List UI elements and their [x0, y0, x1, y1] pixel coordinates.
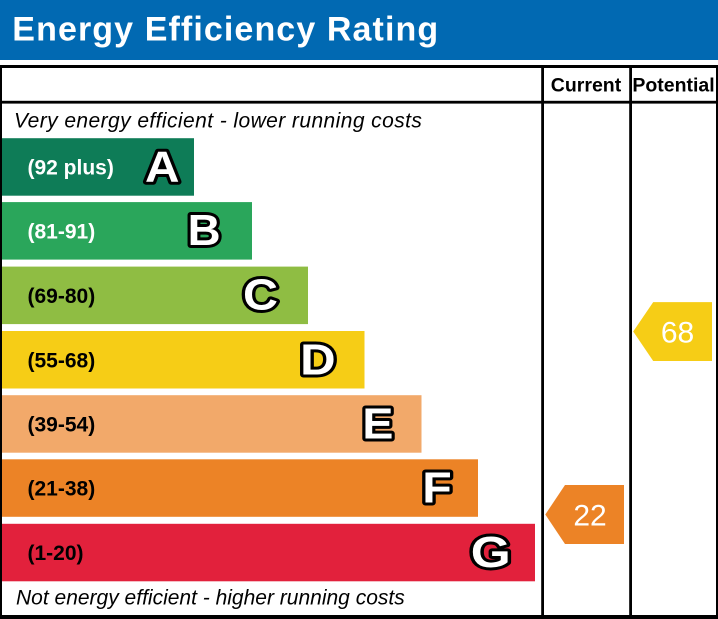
svg-text:22: 22	[573, 500, 606, 533]
svg-text:(1-20): (1-20)	[28, 542, 84, 565]
svg-text:(21-38): (21-38)	[28, 478, 96, 501]
svg-text:A: A	[145, 143, 180, 191]
svg-text:(81-91): (81-91)	[28, 221, 96, 244]
svg-text:(69-80): (69-80)	[28, 285, 96, 308]
svg-text:Potential: Potential	[632, 75, 714, 97]
svg-text:E: E	[362, 401, 393, 449]
svg-text:D: D	[300, 337, 336, 385]
svg-text:G: G	[471, 529, 511, 577]
svg-text:B: B	[188, 207, 221, 255]
svg-text:Very energy efficient - lower: Very energy efficient - lower running co…	[14, 110, 422, 133]
svg-text:(39-54): (39-54)	[28, 414, 96, 437]
svg-text:(55-68): (55-68)	[28, 349, 96, 372]
svg-text:Not energy efficient - higher: Not energy efficient - higher running co…	[16, 587, 405, 610]
svg-text:(92 plus): (92 plus)	[28, 157, 114, 180]
svg-text:Energy Efficiency Rating: Energy Efficiency Rating	[12, 11, 439, 49]
svg-text:F: F	[422, 465, 452, 513]
svg-text:C: C	[243, 272, 278, 320]
svg-text:Current: Current	[551, 75, 622, 97]
svg-text:68: 68	[661, 316, 694, 349]
